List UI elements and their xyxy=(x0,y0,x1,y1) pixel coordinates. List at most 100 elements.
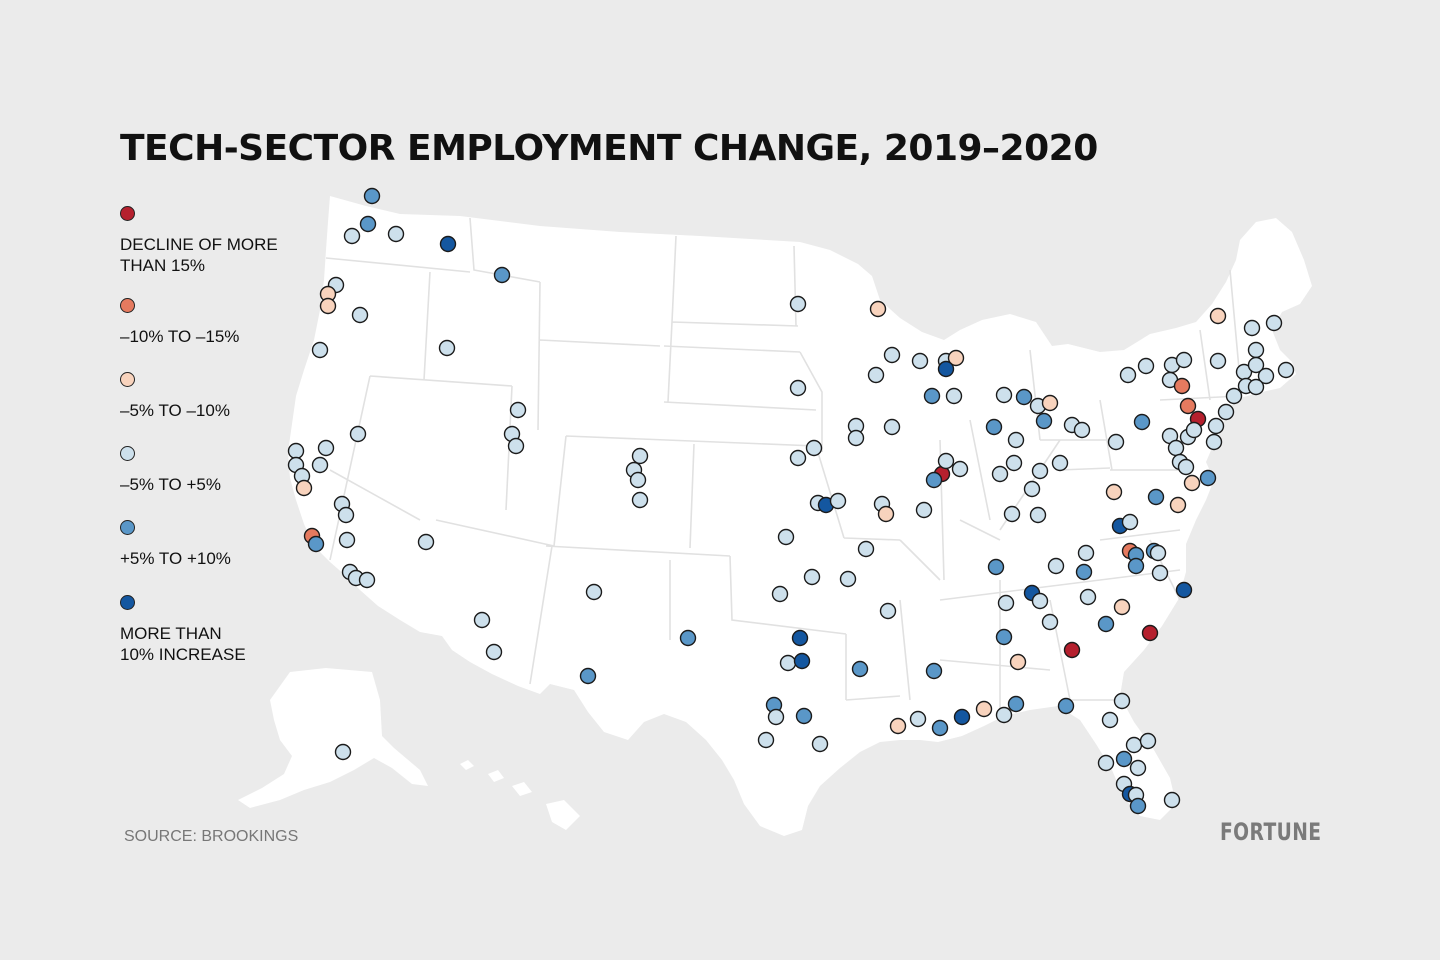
hawaii-shape xyxy=(460,760,580,830)
metro-dot-chicago-midwest xyxy=(1023,480,1041,498)
metro-dot-florida xyxy=(1129,759,1147,777)
metro-dot-gulf-coast xyxy=(953,708,971,726)
contiguous-us-shape xyxy=(288,196,1312,836)
metro-dot-northeast xyxy=(1199,469,1217,487)
metro-dot-northeast xyxy=(1225,387,1243,405)
legend-swatch xyxy=(120,595,135,610)
metro-dot-plains xyxy=(883,346,901,364)
metro-dot-chicago-midwest xyxy=(945,387,963,405)
metro-dot-northeast xyxy=(1133,413,1151,431)
metro-dot-southeast xyxy=(995,628,1013,646)
metro-dot-chicago-midwest xyxy=(1073,421,1091,439)
metro-dot-southeast xyxy=(1151,564,1169,582)
metro-dot-chicago-midwest xyxy=(1051,454,1069,472)
metro-dot-plains xyxy=(857,540,875,558)
metro-dot-northeast xyxy=(1167,439,1185,457)
metro-dot-chicago-midwest xyxy=(995,386,1013,404)
metro-dot-texas-oklahoma xyxy=(779,654,797,672)
metro-dot-texas-oklahoma xyxy=(795,707,813,725)
legend-swatch xyxy=(120,372,135,387)
metro-dot-texas-oklahoma xyxy=(803,568,821,586)
metro-dot-chicago-midwest xyxy=(937,452,955,470)
metro-dot-southeast xyxy=(1105,483,1123,501)
metro-dot-southeast xyxy=(1041,613,1059,631)
metro-dot-seattle xyxy=(387,225,405,243)
metro-dot-plains xyxy=(829,492,847,510)
metro-dot-southeast xyxy=(1121,513,1139,531)
metro-dot-mountain-west xyxy=(579,667,597,685)
metro-dot-texas-oklahoma xyxy=(851,660,869,678)
metro-dot-mountain-west xyxy=(473,611,491,629)
metro-dot-gulf-coast xyxy=(995,706,1013,724)
metro-dot-gulf-coast xyxy=(909,710,927,728)
metro-dot-chicago-midwest xyxy=(923,387,941,405)
metro-dot-southeast xyxy=(1113,598,1131,616)
metro-dot-southeast xyxy=(1175,581,1193,599)
metro-dot-southeast xyxy=(1097,615,1115,633)
metro-dot-northeast xyxy=(1175,351,1193,369)
legend-label: –5% TO +5% xyxy=(120,475,221,494)
metro-dot-chicago-midwest xyxy=(1007,431,1025,449)
metro-dot-texas-oklahoma xyxy=(793,652,811,670)
metro-dot-chicago-midwest xyxy=(991,465,1009,483)
metro-dot-chicago-midwest xyxy=(947,349,965,367)
fortune-logo: FORTUNE xyxy=(1220,818,1322,846)
metro-dot-northeast xyxy=(1183,474,1201,492)
alaska-shape xyxy=(238,668,428,808)
metro-dot-plains xyxy=(789,295,807,313)
metro-dot-mountain-west xyxy=(507,437,525,455)
metro-dot-northeast xyxy=(1217,403,1235,421)
metro-dot-florida xyxy=(1115,750,1133,768)
metro-dot-northeast xyxy=(1247,341,1265,359)
metro-dot-northeast xyxy=(1207,417,1225,435)
metro-dot-california xyxy=(338,531,356,549)
metro-dot-southeast xyxy=(1079,588,1097,606)
metro-dot-chicago-midwest xyxy=(911,352,929,370)
us-landmass xyxy=(238,196,1312,836)
metro-dot-portland-oregon xyxy=(311,341,329,359)
metro-dot-chicago-midwest xyxy=(1015,388,1033,406)
metro-dot-northeast xyxy=(1209,307,1227,325)
metro-dot-northeast xyxy=(1247,378,1265,396)
metro-dot-southeast xyxy=(1147,488,1165,506)
metro-dot-southeast xyxy=(1149,544,1167,562)
map-title: TECH-SECTOR EMPLOYMENT CHANGE, 2019–2020 xyxy=(120,128,1098,169)
metro-dot-southeast xyxy=(1009,653,1027,671)
metro-dot-texas-oklahoma xyxy=(771,585,789,603)
metro-dot-florida xyxy=(1163,791,1181,809)
metro-dot-gulf-coast xyxy=(931,719,949,737)
metro-dot-northeast xyxy=(1169,496,1187,514)
metro-dot-california xyxy=(295,479,313,497)
metro-dot-chicago-midwest xyxy=(1035,412,1053,430)
metro-dot-texas-oklahoma xyxy=(767,708,785,726)
metro-dot-portland-oregon xyxy=(351,306,369,324)
metro-dot-southeast xyxy=(1141,624,1159,642)
metro-dot-plains xyxy=(883,418,901,436)
metro-dot-gulf-coast xyxy=(1057,697,1075,715)
metro-dot-northeast xyxy=(1277,361,1295,379)
legend-label: MORE THAN 10% INCREASE xyxy=(120,624,246,664)
metro-dot-mountain-west xyxy=(631,447,649,465)
metro-dot-chicago-midwest xyxy=(925,471,943,489)
metro-dot-southeast xyxy=(1031,592,1049,610)
metro-dot-florida xyxy=(1101,711,1119,729)
metro-dot-southeast xyxy=(1063,641,1081,659)
metro-dot-florida xyxy=(1139,732,1157,750)
metro-dot-northeast xyxy=(1257,367,1275,385)
legend-label: –5% TO –10% xyxy=(120,401,230,420)
metro-dot-mountain-west xyxy=(585,583,603,601)
metro-dot-gulf-coast xyxy=(975,700,993,718)
metro-dot-chicago-midwest xyxy=(1041,394,1059,412)
metro-dot-chicago-midwest xyxy=(937,360,955,378)
metro-dot-chicago-midwest xyxy=(985,418,1003,436)
source-note: SOURCE: BROOKINGS xyxy=(124,828,299,845)
metro-dot-plains xyxy=(915,501,933,519)
metro-dot-california xyxy=(337,506,355,524)
metro-dot-florida xyxy=(1097,754,1115,772)
metro-dot-chicago-midwest xyxy=(1029,506,1047,524)
metro-dot-plains xyxy=(777,528,795,546)
metro-dot-northeast xyxy=(1179,397,1197,415)
metro-dot-plains xyxy=(867,366,885,384)
metro-dot-southeast xyxy=(1047,557,1065,575)
